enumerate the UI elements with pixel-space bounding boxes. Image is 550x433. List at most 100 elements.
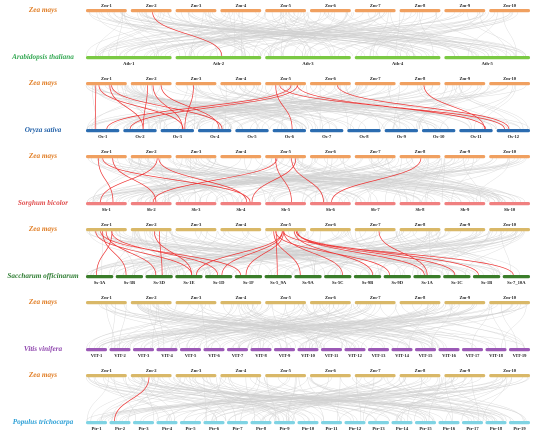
collinearity-link: [225, 85, 227, 130]
chromosome-label: Ptr-3: [138, 426, 149, 431]
chromosome-bar: [203, 348, 225, 352]
chromosome-label: Os-10: [433, 134, 445, 139]
highlight-link: [279, 85, 505, 130]
collinearity-link: [417, 85, 458, 130]
chromosome-label: Ss-1D: [213, 280, 225, 285]
chromosome-label: Zm-7: [370, 295, 381, 300]
highlight-link: [100, 158, 158, 203]
collinearity-link: [449, 304, 525, 349]
collinearity-link: [151, 231, 345, 276]
chromosome-label: VIT-12: [348, 353, 363, 358]
collinearity-link: [441, 231, 489, 276]
chromosome-bar: [235, 129, 269, 133]
chromosome-bar: [485, 421, 507, 425]
chromosome-bar: [444, 155, 486, 159]
chromosome-label: Zm-9: [459, 222, 470, 227]
collinearity-link: [375, 231, 524, 276]
chromosome-label: VIT-3: [138, 353, 150, 358]
highlight-link: [105, 231, 157, 276]
collinearity-link: [113, 231, 433, 276]
collinearity-link: [144, 377, 176, 422]
collinearity-link: [131, 158, 496, 203]
chromosome-label: Zm-3: [191, 368, 202, 373]
collinearity-link: [195, 231, 272, 276]
species-label-bottom: Oryza sativa: [25, 126, 62, 134]
chromosome-bar: [86, 275, 114, 279]
chromosome-bar: [220, 9, 262, 13]
collinearity-link: [103, 377, 172, 422]
collinearity-link: [162, 377, 406, 422]
chromosome-bar: [205, 275, 233, 279]
chromosome-bar: [489, 155, 530, 159]
collinearity-link: [332, 12, 519, 57]
chromosome-bar: [444, 82, 486, 86]
collinearity-link: [267, 304, 475, 349]
chromosome-label: Zm-9: [459, 76, 470, 81]
highlight-link: [245, 231, 285, 276]
chromosome-label: VIT-18: [489, 353, 504, 358]
chromosome-bar: [368, 421, 389, 425]
collinearity-link: [144, 231, 167, 276]
chromosome-bar: [321, 348, 342, 352]
collinearity-link: [235, 12, 500, 57]
highlight-link: [221, 231, 283, 276]
chromosome-bar: [220, 155, 262, 159]
collinearity-link: [275, 158, 527, 203]
collinearity-link: [380, 304, 438, 349]
collinearity-link: [440, 85, 516, 130]
chromosome-label: Os-5: [247, 134, 257, 139]
collinearity-link: [417, 231, 525, 276]
collinearity-link: [139, 304, 430, 349]
chromosome-bar: [354, 9, 396, 13]
collinearity-link: [314, 12, 513, 57]
chromosome-label: Zm-6: [325, 3, 336, 8]
chromosome-label: Zm-5: [280, 295, 291, 300]
chromosome-bar: [220, 301, 262, 305]
chromosome-bar: [250, 348, 272, 352]
chromosome-label: Zm-1: [101, 295, 112, 300]
chromosome-label: Zm-8: [415, 149, 426, 154]
chromosome-label: Zm-2: [146, 149, 157, 154]
chromosome-label: Ptr-16: [443, 426, 456, 431]
collinearity-link: [192, 85, 508, 130]
chromosome-label: Ptr-4: [162, 426, 173, 431]
collinearity-link: [98, 304, 459, 349]
collinearity-link: [248, 158, 521, 203]
chromosome-label: VIT-9: [279, 353, 291, 358]
chromosome-label: VIT-5: [185, 353, 197, 358]
species-label-top: Zea mays: [28, 371, 57, 379]
chromosome-bar: [444, 9, 486, 13]
collinearity-link: [393, 85, 433, 130]
chromosome-label: Os-8: [359, 134, 369, 139]
chromosome-label: Zm-3: [191, 149, 202, 154]
chromosome-bar: [156, 348, 178, 352]
collinearity-link: [397, 377, 465, 422]
collinearity-link: [189, 12, 415, 57]
chromosome-bar: [145, 275, 173, 279]
chromosome-bar: [227, 421, 248, 425]
collinearity-link: [112, 12, 416, 57]
highlight-link: [159, 231, 163, 276]
chromosome-bar: [383, 275, 411, 279]
collinearity-link: [315, 304, 330, 349]
collinearity-link: [231, 304, 518, 349]
collinearity-link: [500, 304, 517, 349]
chromosome-label: Zm-6: [325, 76, 336, 81]
collinearity-link: [327, 231, 498, 276]
collinearity-link: [145, 231, 309, 276]
collinearity-link: [88, 377, 424, 422]
chromosome-label: VIT-19: [513, 353, 528, 358]
chromosome-bar: [496, 129, 530, 133]
collinearity-link: [97, 12, 234, 57]
highlight-link: [337, 85, 510, 130]
collinearity-link: [108, 231, 168, 276]
collinearity-link: [407, 377, 423, 422]
chromosome-label: Zm-3: [191, 3, 202, 8]
chromosome-label: Zm-8: [415, 76, 426, 81]
chromosome-label: Zm-6: [325, 149, 336, 154]
collinearity-link: [88, 377, 280, 422]
chromosome-label: Zm-8: [415, 222, 426, 227]
collinearity-link: [315, 231, 522, 276]
collinearity-link: [88, 304, 189, 349]
chromosome-label: Sb-1: [102, 207, 112, 212]
